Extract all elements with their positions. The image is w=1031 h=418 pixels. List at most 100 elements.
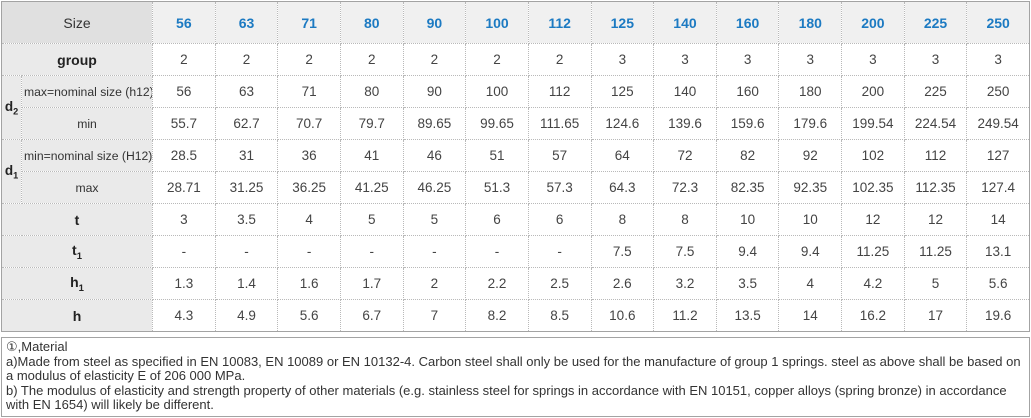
footnote-note-b: b) The modulus of elasticity and strengt… xyxy=(6,382,1007,413)
row-label-t: t xyxy=(0,203,154,236)
label-text: t xyxy=(74,211,80,228)
table-row-h1: h1 1.3 1.4 1.6 1.7 2 2.2 2.5 2.6 3.2 3.5 4 4.2 5 5.6 xyxy=(0,267,1030,300)
data-cell-group: 3 xyxy=(715,43,780,76)
data-cell-d2-max: 56 xyxy=(152,75,216,108)
data-cell-group: 3 xyxy=(653,43,717,76)
size-header-value: 140 xyxy=(653,1,717,44)
data-cell-d1-min: 102 xyxy=(841,139,905,172)
data-cell-h: 13.5 xyxy=(715,299,780,332)
data-cell-d1-min: 64 xyxy=(590,139,655,172)
spec-table-body: group 2 2 2 2 2 2 2 3 3 3 3 3 3 3 d2 max=nominal size (h… xyxy=(0,43,1030,332)
data-cell-group: 2 xyxy=(402,43,467,76)
table-row-d1-min: d1 min=nominal size (H12) 28.5 31 36 41 46 51 57… xyxy=(1,139,1030,204)
data-cell-d2-min: 159.6 xyxy=(715,107,780,140)
size-header-value: 125 xyxy=(590,1,655,44)
data-cell-h: 6.7 xyxy=(339,299,404,332)
data-cell-h: 16.2 xyxy=(841,299,905,332)
data-cell-h1: 1.4 xyxy=(214,267,279,300)
data-cell-h: 8.2 xyxy=(465,299,529,332)
data-cell-d1-min: 36 xyxy=(277,139,341,172)
data-cell-d2-min: 55.7 xyxy=(152,107,216,140)
data-cell-d1-min: 72 xyxy=(653,139,717,172)
data-cell-t1: 9.4 xyxy=(778,235,843,268)
data-cell-d1-max: 102.35 xyxy=(841,171,905,204)
data-cell-t: 3 xyxy=(152,203,216,236)
data-cell-d2-max: 125 xyxy=(590,75,655,108)
data-cell-t: 6 xyxy=(465,203,529,236)
data-cell-t1: 9.4 xyxy=(715,235,780,268)
data-cell-h1: 4 xyxy=(778,267,843,300)
data-cell-d2-min: 62.7 xyxy=(214,107,279,140)
table-row-d2-min: min 55.7 62.7 70.7 79.7 89.65 99.65 111.65 124.6… xyxy=(2,107,1030,140)
table-row-d2-max: d2 max=nominal size (h12) 56 63 71 80 90 100 112… xyxy=(1,75,1030,140)
data-cell-h: 7 xyxy=(402,299,467,332)
data-cell-group: 2 xyxy=(465,43,529,76)
data-cell-d1-min: 92 xyxy=(778,139,843,172)
size-header-value: 63 xyxy=(214,1,279,44)
data-cell-d1-min: 51 xyxy=(465,139,529,172)
data-cell-h1: 2.2 xyxy=(465,267,529,300)
data-cell-d1-max: 31.25 xyxy=(214,171,279,204)
data-cell-h1: 1.3 xyxy=(152,267,216,300)
data-cell-d1-min: 127 xyxy=(966,139,1030,172)
data-cell-d2-min: 111.65 xyxy=(527,107,592,140)
data-cell-d1-max: 41.25 xyxy=(339,171,404,204)
data-cell-h1: 3.5 xyxy=(715,267,780,300)
data-cell-d2-max: 200 xyxy=(841,75,905,108)
data-cell-t1: - xyxy=(277,235,341,268)
sub-label-d2-min: min xyxy=(20,107,154,140)
data-cell-t1: - xyxy=(214,235,279,268)
size-header-value: 225 xyxy=(903,1,968,44)
data-cell-group: 3 xyxy=(966,43,1030,76)
size-header-value: 200 xyxy=(841,1,905,44)
data-cell-t1: 7.5 xyxy=(590,235,655,268)
data-cell-t1: - xyxy=(527,235,592,268)
data-cell-t1: 11.25 xyxy=(903,235,968,268)
size-header-value: 56 xyxy=(152,1,216,44)
data-cell-d2-min: 224.54 xyxy=(903,107,968,140)
data-cell-d2-min: 199.54 xyxy=(841,107,905,140)
row-label-t1: t1 xyxy=(0,235,154,268)
disc-spring-spec-table: Size 56 63 71 80 90 100 112 125 140 160 180 200 225 2… xyxy=(0,1,1030,332)
data-cell-d1-min: 41 xyxy=(339,139,404,172)
data-cell-d1-min: 46 xyxy=(402,139,467,172)
data-cell-h1: 2.5 xyxy=(527,267,592,300)
data-cell-t1: - xyxy=(465,235,529,268)
data-cell-d2-min: 89.65 xyxy=(402,107,467,140)
label-subscript: 1 xyxy=(78,282,84,294)
data-cell-h1: 2.6 xyxy=(590,267,655,300)
data-cell-d2-max: 90 xyxy=(402,75,467,108)
data-cell-t: 10 xyxy=(715,203,780,236)
data-cell-d1-min: 28.5 xyxy=(152,139,216,172)
data-cell-t: 5 xyxy=(402,203,467,236)
size-header-value: 160 xyxy=(715,1,780,44)
row-label-h1: h1 xyxy=(0,267,154,300)
row-label-group: group xyxy=(0,43,154,76)
data-cell-t1: - xyxy=(339,235,404,268)
data-cell-d1-max: 64.3 xyxy=(590,171,655,204)
size-header-value: 90 xyxy=(402,1,467,44)
size-header-row: Size 56 63 71 80 90 100 112 125 140 160 180 200 225 2… xyxy=(0,1,1030,44)
row-label-h: h xyxy=(0,299,154,332)
data-cell-t: 14 xyxy=(966,203,1030,236)
footnote-note-a: a)Made from steel as specified in EN 100… xyxy=(6,353,1021,384)
data-cell-t: 8 xyxy=(653,203,717,236)
data-cell-h: 4.9 xyxy=(214,299,279,332)
data-cell-d1-max: 92.35 xyxy=(778,171,843,204)
data-cell-d2-min: 79.7 xyxy=(339,107,404,140)
label-subscript: 1 xyxy=(76,250,82,262)
data-cell-d1-max: 46.25 xyxy=(402,171,467,204)
size-header-value: 80 xyxy=(339,1,404,44)
table-row-d1-max: max 28.71 31.25 36.25 41.25 46.25 51.3 57.3 64.3… xyxy=(2,171,1030,204)
size-header-value: 100 xyxy=(465,1,529,44)
dimension-symbol-d2-max: d2 xyxy=(1,75,22,140)
table-row-h: h 4.3 4.9 5.6 6.7 7 8.2 8.5 10.6 11.2 13.5 14 16.2 17… xyxy=(0,299,1030,332)
data-cell-d1-max: 72.3 xyxy=(653,171,717,204)
data-cell-d1-min: 31 xyxy=(214,139,279,172)
data-cell-d2-max: 80 xyxy=(339,75,404,108)
data-cell-h1: 2 xyxy=(402,267,467,300)
data-cell-t1: 7.5 xyxy=(653,235,717,268)
data-cell-d1-max: 36.25 xyxy=(277,171,341,204)
label-text: d xyxy=(4,162,14,178)
